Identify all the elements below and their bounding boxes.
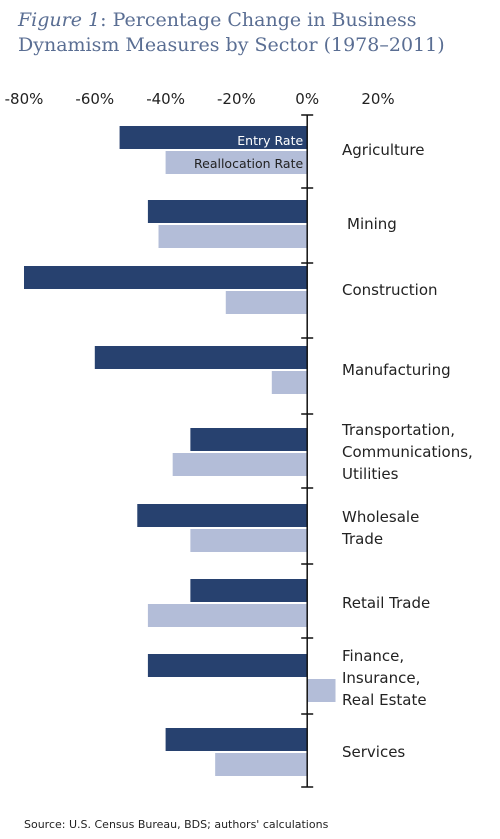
- reallocation-rate-bar: [165, 151, 308, 174]
- figure-label: Figure 1: [18, 9, 101, 31]
- category-label: Manufacturing: [342, 361, 451, 379]
- category-label: Construction: [342, 281, 438, 299]
- entry-rate-bar: [119, 126, 308, 149]
- entry-rate-bar: [94, 346, 308, 369]
- title-text: : Percentage Change in Business Dynamism…: [18, 9, 445, 56]
- x-tick-label: -60%: [75, 90, 114, 108]
- x-tick-label: -40%: [146, 90, 185, 108]
- category-label: Finance,: [342, 647, 404, 665]
- x-tick-label: -80%: [5, 90, 44, 108]
- x-tick-label: 0%: [295, 90, 319, 108]
- entry-rate-bar: [165, 728, 308, 751]
- category-label: Retail Trade: [342, 594, 430, 612]
- x-tick-label: -20%: [217, 90, 256, 108]
- entry-rate-bar: [24, 266, 308, 289]
- reallocation-rate-bar: [271, 371, 308, 394]
- category-label: Insurance,: [342, 669, 420, 687]
- reallocation-rate-bar: [215, 753, 308, 776]
- category-label: Transportation,: [341, 421, 455, 439]
- legend-reallocation-rate: Reallocation Rate: [194, 156, 303, 171]
- chart-title: Figure 1: Percentage Change in Business …: [18, 8, 488, 58]
- entry-rate-bar: [190, 428, 308, 451]
- legend-entry-rate: Entry Rate: [237, 133, 303, 148]
- reallocation-rate-bar: [225, 291, 308, 314]
- reallocation-rate-bar: [147, 604, 308, 627]
- reallocation-rate-bar: [158, 225, 308, 248]
- x-tick-label: 20%: [361, 90, 394, 108]
- entry-rate-bar: [147, 200, 308, 223]
- category-label: Trade: [341, 530, 383, 548]
- category-label: Mining: [347, 215, 397, 233]
- reallocation-rate-bar: [172, 453, 308, 476]
- category-label: Wholesale: [342, 508, 419, 526]
- reallocation-rate-bar: [307, 679, 336, 702]
- entry-rate-bar: [147, 654, 308, 677]
- entry-rate-bar: [190, 579, 308, 602]
- category-label: Utilities: [342, 465, 399, 483]
- category-label: Agriculture: [342, 141, 425, 159]
- source-note: Source: U.S. Census Bureau, BDS; authors…: [24, 818, 329, 831]
- entry-rate-bar: [137, 504, 308, 527]
- category-label: Real Estate: [342, 691, 427, 709]
- category-label: Communications,: [342, 443, 473, 461]
- reallocation-rate-bar: [190, 529, 308, 552]
- category-label: Services: [342, 743, 405, 761]
